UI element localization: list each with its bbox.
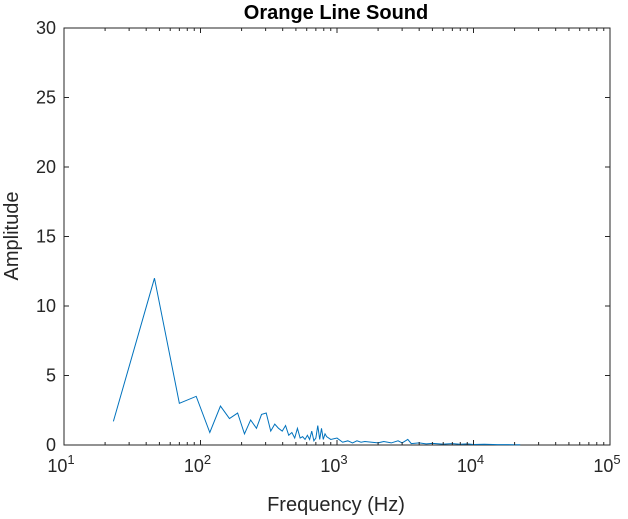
x-tick-label-base: 10 — [593, 456, 613, 476]
x-tick-label-base: 10 — [320, 456, 340, 476]
y-tick-label-1: 5 — [46, 366, 56, 386]
y-tick-label-4: 20 — [36, 157, 56, 177]
y-tick-label-5: 25 — [36, 88, 56, 108]
x-tick-label-0: 101 — [47, 452, 74, 476]
x-tick-label-exponent: 1 — [67, 452, 74, 467]
x-tick-label-exponent: 3 — [340, 452, 347, 467]
x-tick-label-base: 10 — [184, 456, 204, 476]
x-tick-label-base: 10 — [47, 456, 67, 476]
y-tick-label-2: 10 — [36, 296, 56, 316]
x-tick-label-exponent: 2 — [204, 452, 211, 467]
x-tick-label-exponent: 5 — [613, 452, 620, 467]
x-tick-label-4: 105 — [593, 452, 620, 476]
y-axis-label: Amplitude — [1, 192, 23, 281]
chart-title: Orange Line Sound — [244, 2, 428, 24]
series-line-0 — [112, 278, 521, 446]
x-tick-label-2: 103 — [320, 452, 347, 476]
y-tick-label-0: 0 — [46, 435, 56, 455]
y-tick-label-6: 30 — [36, 18, 56, 38]
y-axis-ticks: 0 5 10 15 20 25 30 — [36, 18, 610, 455]
x-tick-label-exponent: 4 — [477, 452, 484, 467]
x-tick-label-base: 10 — [457, 456, 477, 476]
x-tick-label-1: 102 — [184, 452, 211, 476]
x-axis-label: Frequency (Hz) — [267, 494, 405, 516]
x-axis-ticks: 101 102 103 104 105 — [47, 28, 621, 476]
x-tick-label-3: 104 — [457, 452, 484, 476]
y-tick-label-3: 15 — [36, 227, 56, 247]
